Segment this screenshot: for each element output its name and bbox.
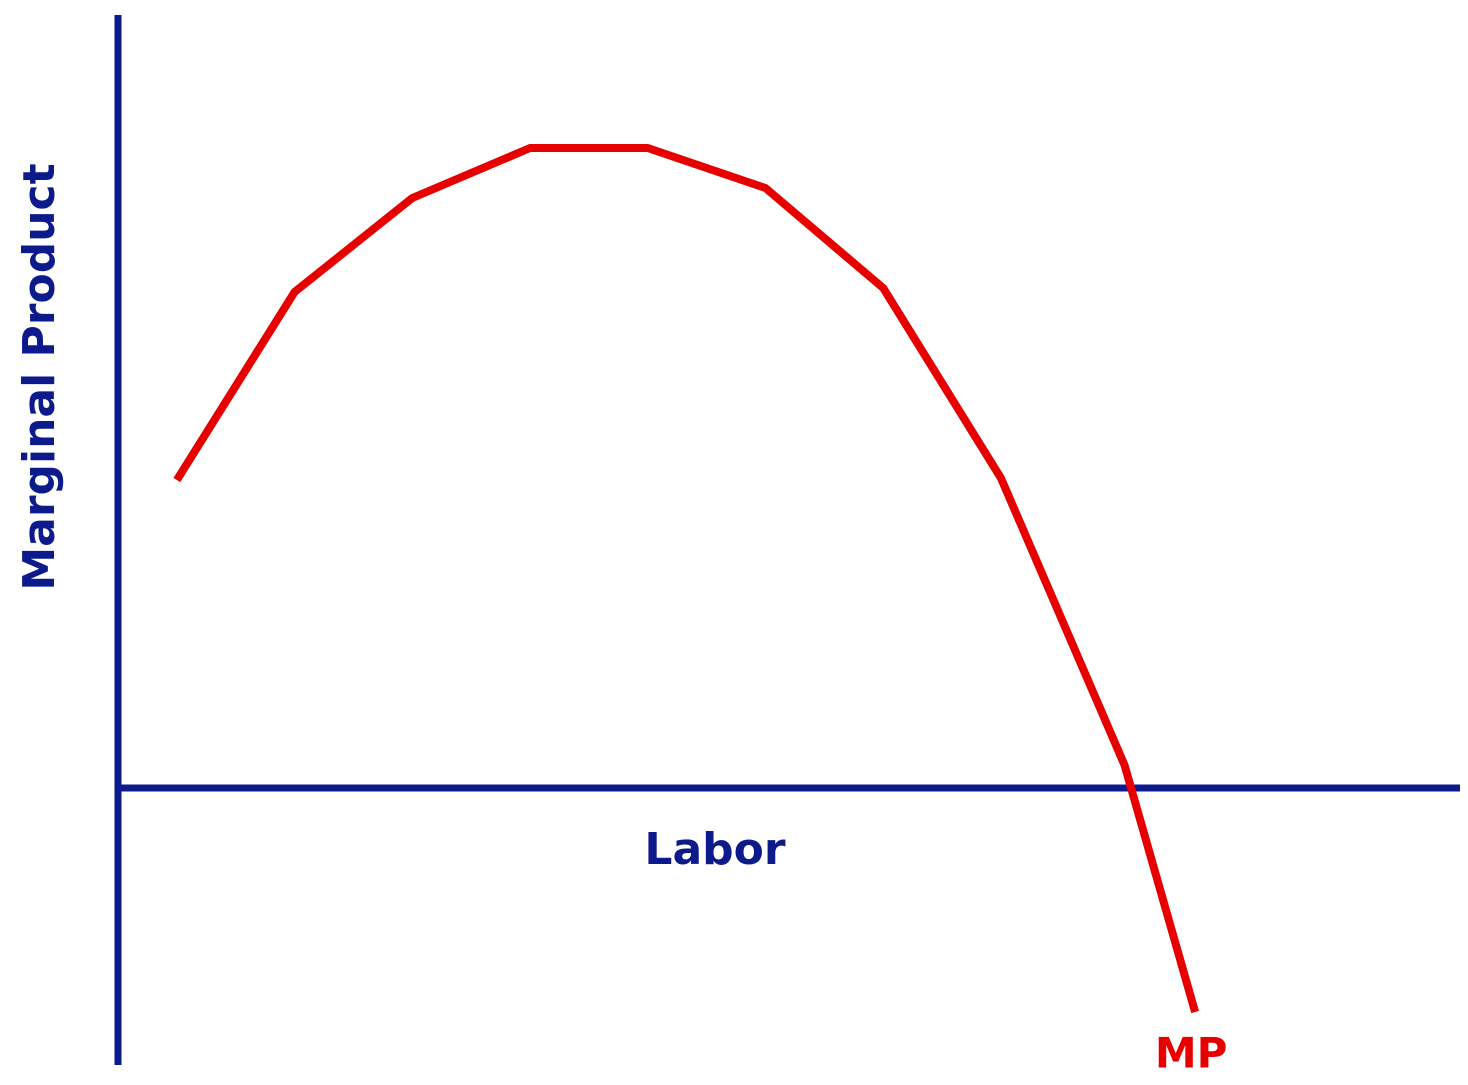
y-axis-label: Marginal Product bbox=[14, 163, 65, 590]
mp-line bbox=[173, 144, 1199, 1014]
x-axis-label: Labor bbox=[644, 824, 785, 875]
series-label: MP bbox=[1155, 1029, 1228, 1078]
